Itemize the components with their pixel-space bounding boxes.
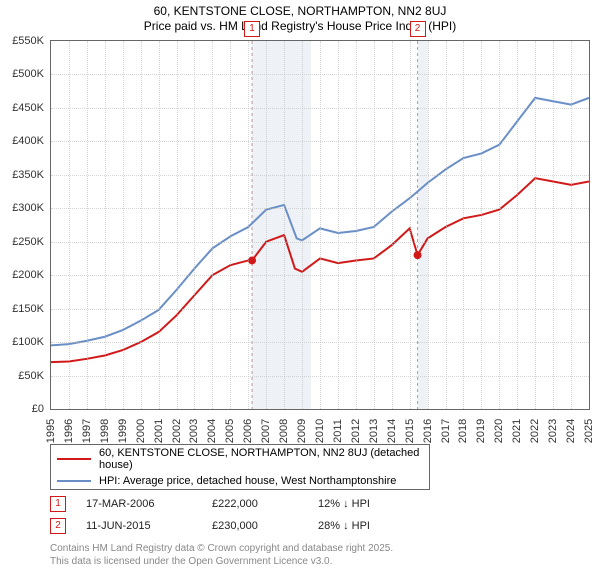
- x-axis-label: 2012: [350, 419, 362, 443]
- footer-line-1: Contains HM Land Registry data © Crown c…: [50, 542, 600, 555]
- chart-title-block: 60, KENTSTONE CLOSE, NORTHAMPTON, NN2 8U…: [0, 0, 600, 34]
- legend-label: 60, KENTSTONE CLOSE, NORTHAMPTON, NN2 8U…: [99, 447, 423, 471]
- x-axis-label: 2016: [422, 419, 434, 443]
- event-number-box: 2: [50, 518, 66, 534]
- x-axis-label: 1998: [99, 419, 111, 443]
- event-marker-1: 1: [244, 21, 260, 37]
- y-axis-label: £150K: [12, 303, 44, 315]
- event-delta: 12% ↓ HPI: [318, 498, 370, 510]
- legend: 60, KENTSTONE CLOSE, NORTHAMPTON, NN2 8U…: [50, 444, 430, 490]
- x-axis-label: 2018: [457, 419, 469, 443]
- x-axis-label: 1999: [117, 419, 129, 443]
- price-chart: 12£0£50K£100K£150K£200K£250K£300K£350K£4…: [50, 40, 590, 410]
- x-axis-label: 2017: [440, 419, 452, 443]
- event-date: 17-MAR-2006: [86, 498, 206, 510]
- x-axis-label: 2022: [529, 419, 541, 443]
- x-axis-label: 2007: [260, 419, 272, 443]
- y-axis-label: £350K: [12, 169, 44, 181]
- x-axis-label: 2005: [224, 419, 236, 443]
- x-axis-label: 2004: [206, 419, 218, 443]
- event-delta: 28% ↓ HPI: [318, 520, 370, 532]
- event-marker-2: 2: [410, 21, 426, 37]
- event-number-box: 1: [50, 496, 66, 512]
- event-price: £222,000: [212, 498, 312, 510]
- y-axis-label: £100K: [12, 336, 44, 348]
- x-axis-label: 2008: [278, 419, 290, 443]
- legend-item-hpi: HPI: Average price, detached house, West…: [51, 473, 429, 489]
- title-line-2: Price paid vs. HM Land Registry's House …: [0, 19, 600, 34]
- footer: Contains HM Land Registry data © Crown c…: [50, 542, 600, 568]
- sale-events: 1 17-MAR-2006 £222,000 12% ↓ HPI 2 11-JUN-201…: [0, 496, 600, 534]
- y-axis-label: £0: [32, 403, 44, 415]
- footer-line-2: This data is licensed under the Open Gov…: [50, 555, 600, 568]
- sale-event-2: 2 11-JUN-2015 £230,000 28% ↓ HPI: [50, 518, 600, 534]
- y-axis-label: £200K: [12, 269, 44, 281]
- title-line-1: 60, KENTSTONE CLOSE, NORTHAMPTON, NN2 8U…: [0, 4, 600, 19]
- event-date: 11-JUN-2015: [86, 520, 206, 532]
- x-axis-label: 2024: [565, 419, 577, 443]
- x-axis-label: 1996: [63, 419, 75, 443]
- x-axis-label: 2020: [493, 419, 505, 443]
- x-axis-label: 2009: [296, 419, 308, 443]
- x-axis-label: 2010: [314, 419, 326, 443]
- x-axis-label: 2013: [368, 419, 380, 443]
- x-axis-label: 2006: [242, 419, 254, 443]
- x-axis-label: 2019: [475, 419, 487, 443]
- x-axis-label: 2000: [135, 419, 147, 443]
- y-axis-label: £300K: [12, 202, 44, 214]
- event-price: £230,000: [212, 520, 312, 532]
- legend-label: HPI: Average price, detached house, West…: [99, 475, 396, 487]
- x-axis-label: 2014: [386, 419, 398, 443]
- y-axis-label: £50K: [18, 370, 44, 382]
- x-axis-label: 2023: [547, 419, 559, 443]
- x-axis-label: 2002: [171, 419, 183, 443]
- x-axis-label: 2015: [404, 419, 416, 443]
- y-axis-label: £450K: [12, 102, 44, 114]
- y-axis-label: £400K: [12, 135, 44, 147]
- x-axis-label: 2025: [583, 419, 595, 443]
- sale-event-1: 1 17-MAR-2006 £222,000 12% ↓ HPI: [50, 496, 600, 512]
- x-axis-label: 2001: [153, 419, 165, 443]
- x-axis-label: 2003: [188, 419, 200, 443]
- y-axis-label: £500K: [12, 68, 44, 80]
- x-axis-label: 1997: [81, 419, 93, 443]
- y-axis-label: £250K: [12, 236, 44, 248]
- legend-item-price_paid: 60, KENTSTONE CLOSE, NORTHAMPTON, NN2 8U…: [51, 445, 429, 473]
- x-axis-label: 1995: [45, 419, 57, 443]
- x-axis-label: 2011: [332, 419, 344, 443]
- y-axis-label: £550K: [12, 35, 44, 47]
- x-axis-label: 2021: [511, 419, 523, 443]
